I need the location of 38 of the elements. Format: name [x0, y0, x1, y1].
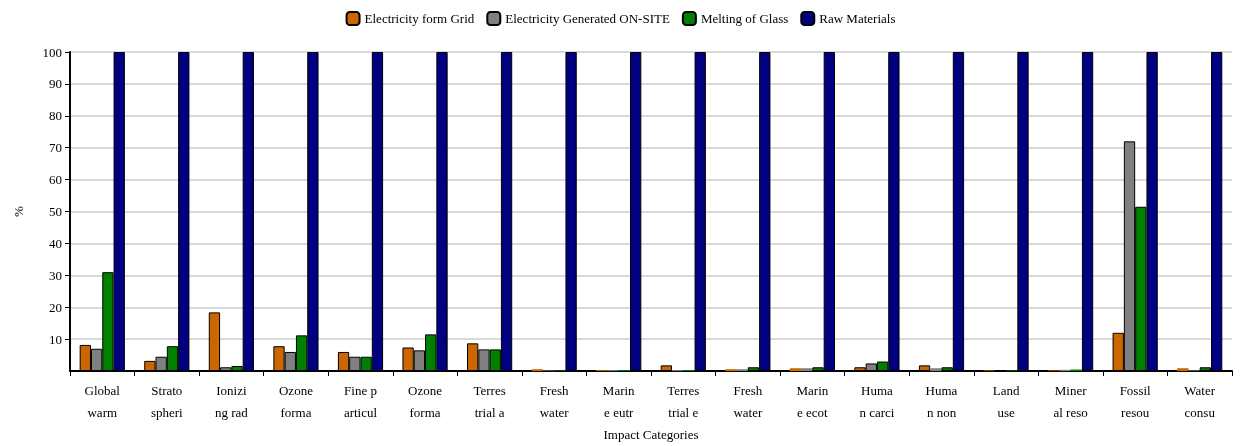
x-tick-label: Terres trial e: [667, 382, 700, 420]
y-tick-label: 100: [42, 44, 62, 60]
x-tick-label: Fossil resou: [1119, 382, 1152, 420]
bar: [930, 368, 942, 372]
x-tick-label: Water consu: [1184, 382, 1216, 420]
x-tick-label: Marin e ecot: [796, 382, 829, 420]
y-tick-label: 30: [49, 267, 62, 283]
x-tick-label: Huma n carci: [859, 382, 895, 420]
bar: [801, 368, 813, 372]
bar: [789, 368, 802, 372]
legend-label: Melting of Glass: [700, 11, 789, 26]
y-tick-label: 40: [49, 235, 62, 251]
y-axis-title: %: [11, 205, 26, 217]
y-tick-label: 90: [49, 76, 62, 92]
x-tick-label: Ionizi ng rad: [214, 382, 249, 420]
x-tick-label: Fresh water: [539, 382, 570, 420]
legend-label: Raw Materials: [819, 11, 896, 26]
y-tick-label: 80: [49, 108, 62, 124]
x-axis-title: Impact Categories: [603, 427, 699, 442]
x-tick-label: Land use: [992, 382, 1020, 420]
legend-label: Electricity form Grid: [364, 11, 475, 26]
x-tick-label: Miner al reso: [1053, 382, 1088, 420]
legend-label: Electricity Generated ON-SITE: [505, 11, 670, 26]
bar: [1177, 368, 1189, 372]
y-tick-label: 50: [49, 204, 62, 220]
y-tick-label: 10: [49, 331, 62, 347]
x-tick-label: Fine p articul: [343, 382, 378, 420]
y-tick-label: 70: [49, 140, 62, 156]
x-tick-label: Ozone forma: [408, 382, 443, 420]
x-tick-label: Ozone forma: [278, 382, 314, 420]
y-tick-label: 60: [49, 172, 62, 188]
x-tick-label: Strato spheri: [150, 382, 184, 420]
x-tick-label: Terres trial a: [473, 382, 506, 420]
x-tick-label: Global warm: [84, 382, 121, 420]
y-tick-label: 20: [49, 299, 62, 315]
x-tick-label: Marin e eutr: [602, 382, 636, 420]
x-tick-label: Huma n non: [925, 382, 958, 420]
x-tick-label: Fresh water: [733, 382, 763, 420]
